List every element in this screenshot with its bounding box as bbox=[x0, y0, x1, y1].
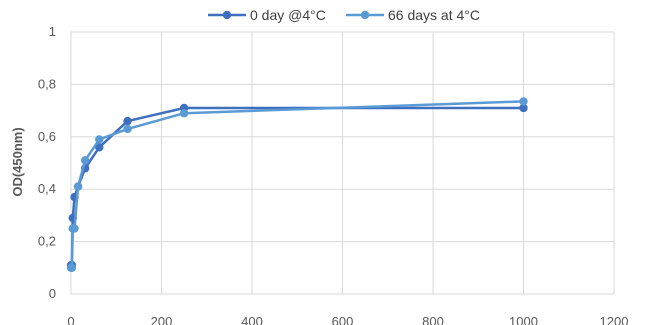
x-tick-label: 1200 bbox=[600, 314, 629, 325]
legend-marker bbox=[360, 10, 370, 20]
legend-label: 66 days at 4°C bbox=[388, 7, 480, 23]
x-tick-label: 1000 bbox=[509, 314, 538, 325]
y-tick-label: 1 bbox=[49, 24, 56, 39]
axes: 0 0,2 0,4 0,6 0,8 1 0 200 400 600 800 1000 1200 bbox=[38, 24, 629, 325]
legend-label: 0 day @4°C bbox=[250, 7, 326, 23]
series-2 bbox=[66, 97, 528, 272]
data-point bbox=[95, 143, 104, 152]
x-tick-label: 800 bbox=[422, 314, 444, 325]
x-tick-label: 0 bbox=[67, 314, 74, 325]
data-point bbox=[70, 224, 79, 233]
data-point bbox=[80, 156, 90, 165]
data-point bbox=[73, 182, 83, 191]
series-line bbox=[70, 100, 524, 270]
data-point bbox=[123, 116, 132, 126]
data-point bbox=[95, 135, 104, 144]
series-layer bbox=[66, 97, 528, 272]
y-tick-label: 0,4 bbox=[38, 181, 56, 196]
y-tick-label: 0 bbox=[49, 286, 56, 301]
x-tick-label: 400 bbox=[241, 314, 263, 325]
data-point bbox=[123, 124, 132, 134]
legend-item: 66 days at 4°C bbox=[346, 7, 480, 23]
series-1 bbox=[66, 103, 528, 270]
legend-marker bbox=[222, 10, 232, 20]
y-tick-label: 0,2 bbox=[38, 234, 56, 249]
grid-lines bbox=[70, 31, 615, 295]
data-point bbox=[67, 263, 77, 272]
y-tick-label: 0,8 bbox=[38, 76, 56, 91]
data-point bbox=[179, 109, 189, 118]
data-point bbox=[519, 97, 528, 106]
legend-item: 0 day @4°C bbox=[208, 7, 326, 23]
y-tick-label: 0,6 bbox=[38, 129, 56, 144]
x-tick-label: 600 bbox=[332, 314, 354, 325]
y-axis-label: OD(450nm) bbox=[10, 127, 25, 196]
legend: 0 day @4°C 66 days at 4°C bbox=[208, 7, 480, 23]
x-tick-label: 200 bbox=[151, 314, 173, 325]
data-point bbox=[519, 103, 528, 113]
